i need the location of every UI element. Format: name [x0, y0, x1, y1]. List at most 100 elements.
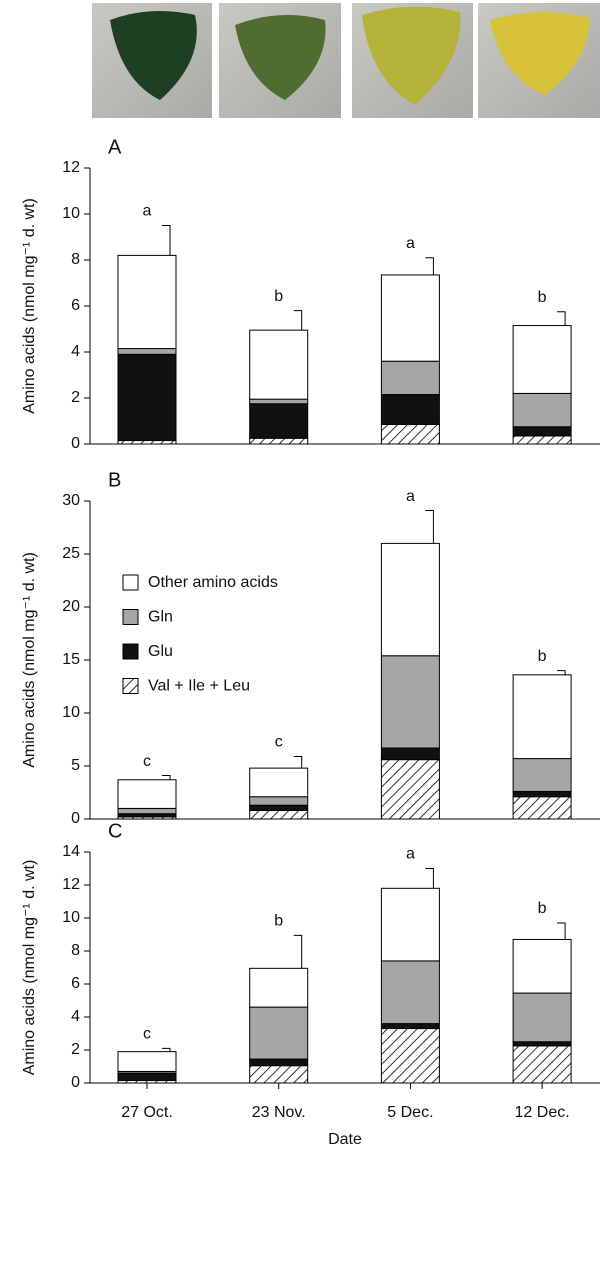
error-bar	[557, 922, 566, 940]
bar-segment	[117, 779, 177, 809]
significance-letter: c	[143, 1026, 151, 1043]
error-bar	[557, 311, 566, 326]
bar-segment	[117, 440, 177, 445]
y-tick-label: 12	[62, 876, 80, 893]
leaf	[362, 6, 461, 106]
bar-segment	[249, 767, 309, 798]
x-axis-label: Date	[328, 1131, 362, 1148]
y-axis-label: Amino acids (nmol mg⁻¹ d. wt)	[21, 860, 38, 1076]
bar-segment	[117, 348, 177, 355]
error-bar	[162, 775, 171, 780]
y-tick-label: 4	[71, 1008, 80, 1025]
significance-letter: a	[406, 488, 415, 505]
significance-letter: b	[274, 288, 283, 305]
y-tick-label: 30	[62, 492, 80, 509]
legend-swatch	[122, 678, 139, 694]
bar-segment	[249, 810, 309, 820]
bar-segment	[512, 938, 572, 994]
bar-segment	[249, 398, 309, 405]
y-tick-label: 6	[71, 297, 80, 314]
y-tick-label: 0	[71, 1074, 80, 1091]
bar-segment	[117, 1051, 177, 1072]
bar-segment	[380, 759, 440, 820]
significance-letter: a	[406, 846, 415, 863]
bar-segment	[380, 542, 440, 657]
y-tick-label: 10	[62, 909, 80, 926]
bar-segment	[249, 1065, 309, 1084]
error-bar	[162, 225, 171, 256]
bar-segment	[512, 435, 572, 445]
panel-label: B	[108, 469, 121, 491]
error-bar	[293, 755, 303, 769]
x-tick-label: 12 Dec.	[515, 1104, 570, 1121]
bar-segment	[512, 796, 572, 820]
legend-swatch	[122, 643, 139, 660]
bar-segment	[380, 655, 440, 749]
y-tick-label: 2	[71, 1041, 80, 1058]
significance-letter: a	[143, 203, 152, 220]
bar-segment	[512, 992, 572, 1043]
y-axis-label: Amino acids (nmol mg⁻¹ d. wt)	[21, 552, 38, 768]
bar-segment	[249, 796, 309, 806]
bar-segment	[512, 1045, 572, 1084]
bar-segment	[380, 360, 440, 396]
leaf	[110, 11, 197, 100]
y-tick-label: 0	[71, 435, 80, 452]
bar-segment	[512, 790, 572, 798]
bar-segment	[512, 392, 572, 428]
bar-segment	[512, 674, 572, 760]
y-tick-label: 14	[62, 843, 80, 860]
y-tick-label: 8	[71, 251, 80, 268]
leaf-photos	[92, 3, 600, 118]
leaf	[235, 15, 326, 100]
bar-segment	[249, 437, 309, 445]
y-tick-label: 10	[62, 205, 80, 222]
bar-segment	[380, 960, 440, 1025]
significance-letter: b	[538, 900, 547, 917]
bar-segment	[380, 423, 440, 445]
legend-label: Val + Ile + Leu	[148, 678, 250, 695]
y-tick-label: 4	[71, 343, 80, 360]
bar-segment	[512, 325, 572, 394]
significance-letter: c	[143, 753, 151, 770]
bar-segment	[117, 254, 177, 350]
leaf	[490, 11, 590, 95]
bar-segment	[249, 1006, 309, 1060]
y-tick-label: 5	[71, 757, 80, 774]
y-tick-label: 15	[62, 651, 80, 668]
significance-letter: b	[274, 913, 283, 930]
significance-letter: a	[406, 235, 415, 252]
error-bar	[425, 510, 434, 544]
significance-letter: c	[275, 734, 283, 751]
y-tick-label: 12	[62, 159, 80, 176]
bar-segment	[380, 747, 440, 761]
y-tick-label: 20	[62, 598, 80, 615]
legend-label: Other amino acids	[148, 574, 278, 591]
x-tick-label: 5 Dec.	[387, 1104, 433, 1121]
bar-segment	[249, 967, 309, 1008]
legend-label: Gln	[148, 609, 173, 626]
bar-segment	[249, 1058, 309, 1067]
bar-segment	[512, 1041, 572, 1047]
panel-label: A	[108, 136, 122, 158]
error-bar	[425, 868, 434, 889]
y-axis-label: Amino acids (nmol mg⁻¹ d. wt)	[21, 198, 38, 414]
error-bar	[425, 257, 434, 275]
bar-segment	[117, 353, 177, 442]
bar-segment	[117, 807, 177, 815]
bar-segment	[117, 1072, 177, 1082]
error-bar	[162, 1047, 171, 1052]
error-bar	[293, 310, 303, 331]
bar-segment	[380, 274, 440, 362]
y-tick-label: 25	[62, 545, 80, 562]
y-tick-label: 8	[71, 942, 80, 959]
bar-segment	[380, 1028, 440, 1084]
y-tick-label: 0	[71, 810, 80, 827]
y-tick-label: 10	[62, 704, 80, 721]
x-tick-label: 27 Oct.	[121, 1104, 173, 1121]
bar-segment	[249, 329, 309, 400]
error-bar	[293, 934, 303, 969]
panel-label: C	[108, 820, 122, 842]
